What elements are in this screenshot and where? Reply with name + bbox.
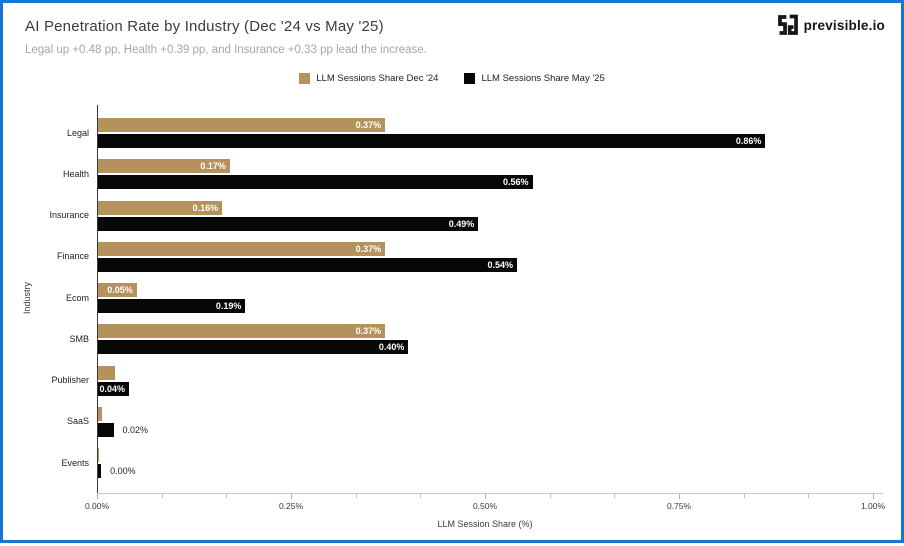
category-label-ecom: Ecom [65,292,89,303]
plot-area: 0.00% 0.25% 0.50% 0.75% 1.00% LLM Session Sha… [3,3,904,546]
legend-swatch-dec24 [299,73,311,84]
bar-dec24-legal: 0.37% [98,118,386,132]
x-tick-minor [549,494,551,498]
bar-may25-smb: 0.40% [98,340,409,355]
x-tick-minor [161,494,163,498]
x-tick-label: 0.00% [84,501,110,511]
category-label-finance: Finance [56,251,89,262]
x-tick-major [679,494,680,499]
bar-dec24-ecom: 0.05% [98,283,137,297]
bar-may25-finance: 0.54% [98,257,518,272]
brand-logo: previsible.io [777,14,885,36]
bar-may25-publisher: 0.04% [98,381,130,396]
x-axis-title: LLM Session Share (%) [437,519,533,529]
category-label-publisher: Publisher [51,375,89,385]
bar-value-label: 0.37% [355,243,382,254]
category-label-smb: SMB [69,333,89,344]
category-label-events: Events [61,457,89,468]
bar-dec24-insurance: 0.16% [98,200,223,215]
bar-value-label: 0.17% [200,161,226,172]
y-axis-spine [97,105,98,493]
bar-value-label: 0.00% [110,466,136,476]
x-tick-minor [808,494,810,498]
bar-may25-events [98,464,102,478]
bar-value-label: 0.54% [487,259,514,270]
bar-value-label: 0.05% [107,285,133,295]
legend-item-may25: LLM Sessions Share May '25 [464,73,605,84]
bar-may25-saas [98,422,114,437]
brand-mark-icon [777,14,799,36]
bar-value-label: 0.49% [448,218,475,229]
bar-value-label: 0.19% [215,301,242,311]
x-tick-label: 0.25% [278,501,304,511]
legend-swatch-may25 [464,73,476,84]
bar-dec24-health: 0.17% [98,159,230,174]
bar-dec24-smb: 0.37% [98,324,386,339]
x-tick-label: 0.50% [472,501,498,511]
legend-label-dec24: LLM Sessions Share Dec '24 [316,73,439,84]
bar-value-label: 0.40% [378,342,405,353]
bar-may25-health: 0.56% [98,175,533,190]
x-tick-major [873,494,874,499]
bar-value-label: 0.02% [122,424,149,435]
bar-value-label: 0.04% [99,383,126,394]
bar-value-label: 0.86% [735,136,762,146]
x-axis-line [97,493,883,494]
x-tick-minor [743,494,745,498]
category-label-health: Health [62,168,89,179]
bar-value-label: 0.56% [503,177,529,188]
x-tick-minor [355,494,357,498]
x-tick-major [485,494,486,499]
bar-value-label: 0.16% [192,202,219,213]
x-tick-minor [226,494,228,498]
bar-dec24-publisher [98,365,116,380]
bar-may25-legal: 0.86% [98,134,766,148]
x-tick-label: 1.00% [860,501,886,511]
chart-title: AI Penetration Rate by Industry (Dec '24… [25,18,384,35]
bar-may25-insurance: 0.49% [98,216,479,231]
chart-subtitle: Legal up +0.48 pp, Health +0.39 pp, and … [25,44,427,56]
bar-value-label: 0.37% [355,326,382,337]
category-label-saas: SaaS [66,416,89,427]
legend-item-dec24: LLM Sessions Share Dec '24 [299,73,438,84]
bar-dec24-saas [98,406,102,421]
legend: LLM Sessions Share Dec '24 LLM Sessions S… [3,73,901,84]
x-tick-major [291,494,292,499]
x-tick-minor [614,494,616,498]
x-tick-label: 0.75% [666,501,692,511]
x-tick-major [97,494,98,499]
category-label-legal: Legal [66,127,89,138]
bar-dec24-finance: 0.37% [98,241,386,256]
x-tick-minor [420,494,422,498]
category-label-insurance: Insurance [49,210,89,220]
bar-value-label: 0.37% [355,120,382,130]
bar-dec24-events [98,448,99,462]
legend-label-may25: LLM Sessions Share May '25 [481,73,605,84]
brand-name: previsible.io [803,17,885,33]
bar-may25-ecom: 0.19% [98,299,246,313]
